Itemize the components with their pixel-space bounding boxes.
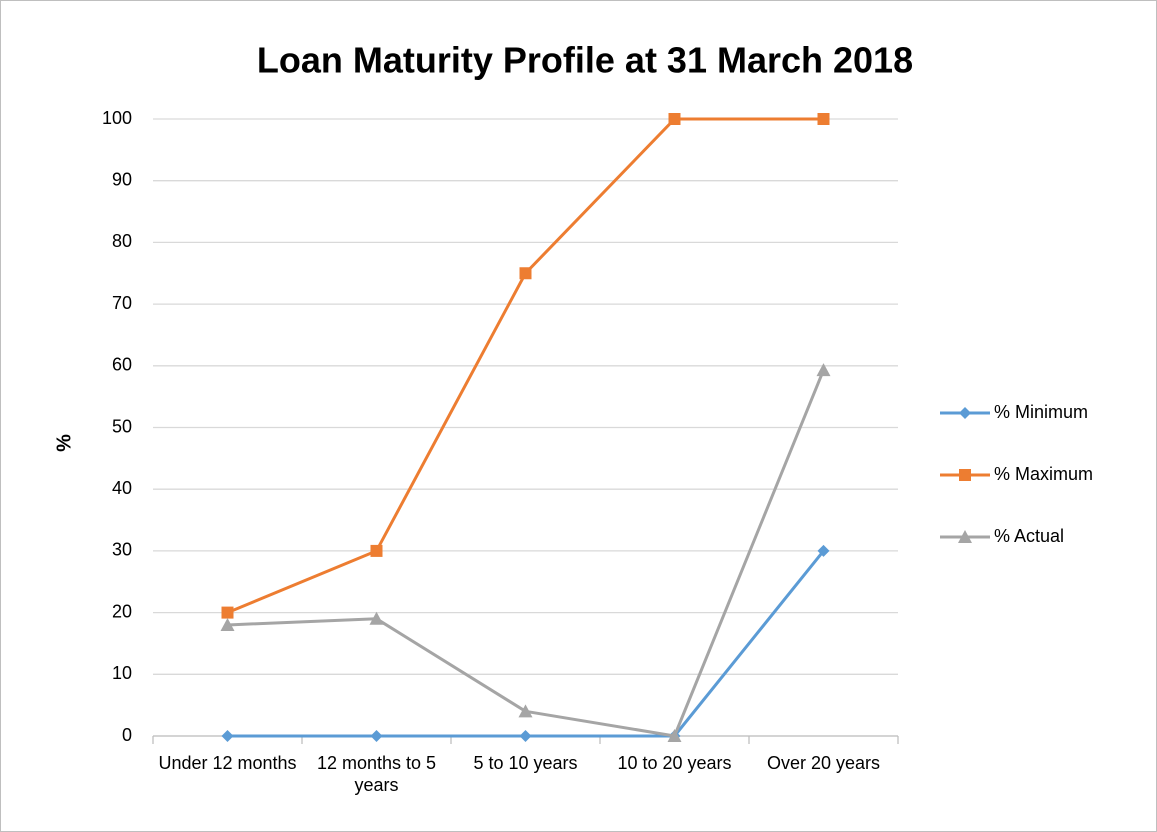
data-point <box>668 113 681 125</box>
y-axis-label: % <box>53 434 75 452</box>
legend-marker <box>959 407 971 419</box>
y-tick-label: 80 <box>112 231 132 251</box>
data-point <box>817 544 830 557</box>
legend-label: % Minimum <box>994 402 1088 422</box>
data-point <box>667 729 682 742</box>
data-point <box>220 617 235 631</box>
x-tick-label: 10 to 20 years <box>617 753 732 773</box>
x-tick-label: Under 12 months <box>158 753 297 773</box>
legend-marker <box>959 469 971 481</box>
y-tick-label: 60 <box>112 355 132 375</box>
y-tick-label: 0 <box>122 725 132 745</box>
data-point <box>519 267 532 280</box>
data-point <box>518 704 533 718</box>
data-point <box>816 363 831 377</box>
data-point <box>370 730 383 742</box>
data-point <box>817 113 830 125</box>
legend-label: % Maximum <box>994 464 1093 484</box>
y-tick-label: 30 <box>112 540 132 560</box>
data-point <box>519 730 532 742</box>
legend-marker <box>958 530 972 543</box>
data-point <box>221 730 234 742</box>
y-tick-label: 20 <box>112 601 132 621</box>
x-tick-label: Over 20 years <box>766 753 881 773</box>
data-point <box>369 611 384 625</box>
x-tick-label: 5 to 10 years <box>473 753 578 773</box>
data-point <box>370 544 383 557</box>
y-tick-label: 90 <box>112 169 132 189</box>
y-tick-label: 40 <box>112 478 132 498</box>
x-tick-label-box: Over 20 years <box>766 753 881 773</box>
legend-label: % Actual <box>994 526 1064 546</box>
y-tick-label: 10 <box>112 663 132 683</box>
y-tick-label: 50 <box>112 416 132 436</box>
data-point <box>221 606 234 619</box>
y-tick-label: 100 <box>102 108 132 128</box>
y-tick-label: 70 <box>112 293 132 313</box>
x-tick-label-box: 10 to 20 years <box>617 753 732 773</box>
x-tick-label-box: 12 months to 5 years <box>316 753 437 795</box>
chart-title: Loan Maturity Profile at 31 March 2018 <box>257 40 913 81</box>
x-tick-label-box: 5 to 10 years <box>473 753 578 773</box>
x-tick-label-box: Under 12 months <box>158 753 297 773</box>
x-tick-label: 12 months to 5 years <box>316 753 437 795</box>
